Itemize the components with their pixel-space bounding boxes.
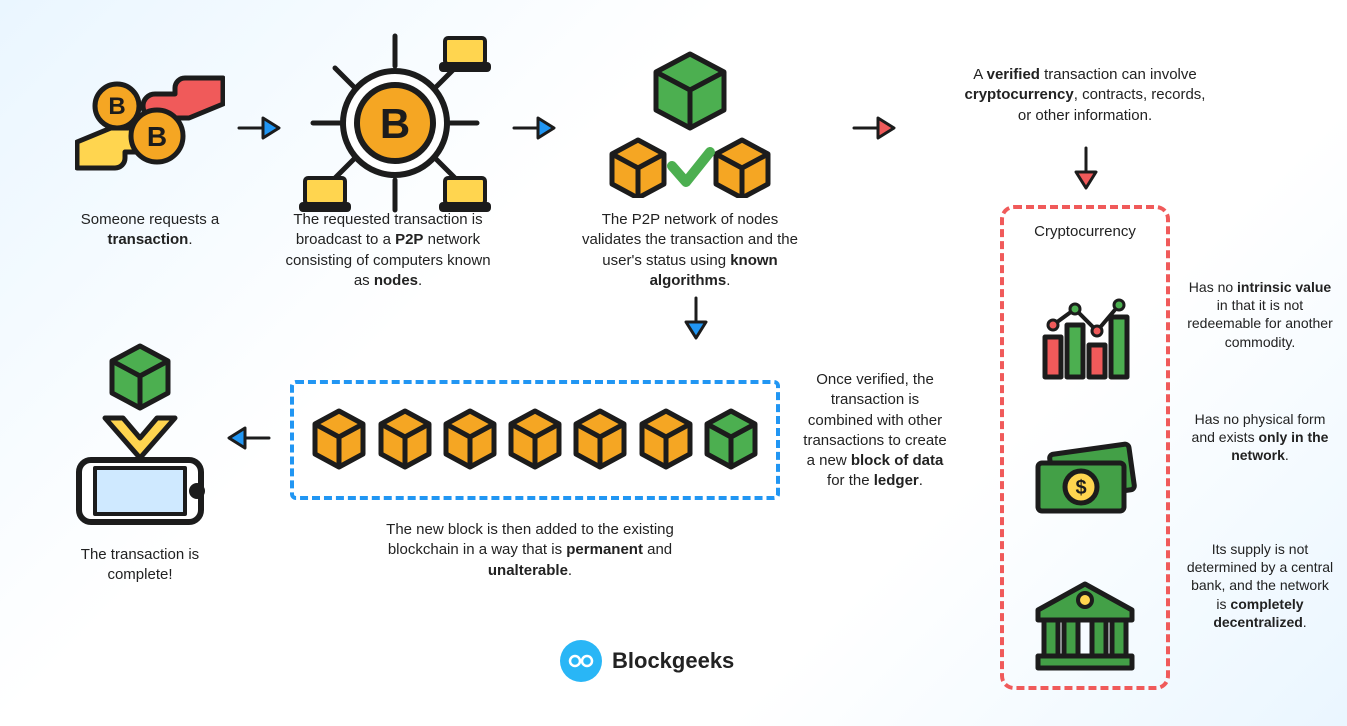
arrow-down-blue: [672, 300, 720, 336]
chart-icon: [1035, 297, 1135, 381]
chain-cube: [375, 407, 435, 473]
chain-cube: [505, 407, 565, 473]
blockchain-box: [290, 380, 780, 500]
svg-text:$: $: [1075, 477, 1086, 499]
crypto-panel: Cryptocurrency $: [1000, 205, 1170, 690]
brand-logo: Blockgeeks: [560, 640, 734, 682]
chain-cube: [440, 407, 500, 473]
step7-caption: The transaction is complete!: [70, 545, 210, 586]
step1-icon: B B: [75, 58, 225, 188]
step6-caption: The new block is then added to the exist…: [370, 520, 690, 581]
glasses-icon: [560, 640, 602, 682]
chain-cube-new: [701, 407, 761, 473]
brand-name: Blockgeeks: [612, 648, 734, 674]
arrow-left: [225, 420, 273, 456]
arrow-right-1: [235, 110, 283, 146]
arrow-right-3: [850, 110, 898, 146]
step2-caption: The requested transaction is broadcast t…: [278, 210, 498, 291]
arrow-down-red: [1062, 150, 1110, 186]
svg-text:B: B: [108, 93, 125, 120]
money-icon: $: [1030, 439, 1140, 519]
step5-caption: Once verified, the transaction is combin…: [800, 370, 950, 492]
crypto-panel-title: Cryptocurrency: [1034, 223, 1136, 240]
svg-text:B: B: [147, 121, 167, 152]
step1-caption: Someone requests a transaction.: [70, 210, 230, 251]
step3-caption: The P2P network of nodes validates the t…: [575, 210, 805, 291]
bank-icon: [1030, 576, 1140, 672]
svg-text:B: B: [380, 100, 410, 147]
crypto-text-2: Has no physical form and exists only in …: [1185, 410, 1335, 465]
step3-icon: [590, 48, 790, 198]
crypto-text-3: Its supply is not determined by a centra…: [1185, 540, 1335, 631]
chain-cube: [309, 407, 369, 473]
chain-cube: [636, 407, 696, 473]
arrow-right-2: [510, 110, 558, 146]
crypto-text-1: Has no intrinsic value in that it is not…: [1185, 278, 1335, 351]
step7-icon: [65, 340, 215, 530]
step2-icon: B: [295, 28, 495, 218]
step4-caption: A verified transaction can involve crypt…: [960, 65, 1210, 126]
chain-cube: [570, 407, 630, 473]
